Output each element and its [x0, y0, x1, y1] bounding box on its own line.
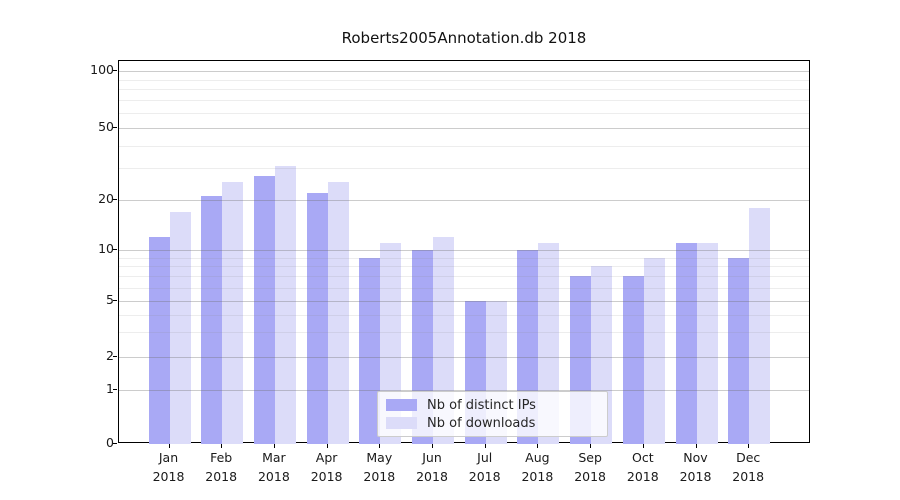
- legend: Nb of distinct IPs Nb of downloads: [377, 391, 608, 437]
- y-tick: [113, 443, 117, 444]
- y-tick-label: 10: [98, 241, 114, 256]
- bar-oct-downloads: [643, 257, 665, 444]
- y-tick: [113, 249, 117, 250]
- x-tick-label: Sep 2018: [574, 450, 606, 484]
- bar-jan-downloads: [169, 211, 191, 444]
- x-tick: [326, 444, 328, 448]
- gridline-minor: [119, 145, 809, 147]
- bar-feb-downloads: [222, 182, 244, 444]
- x-tick-label: Apr 2018: [310, 450, 343, 484]
- bar-jan-distinct-ips: [148, 236, 170, 444]
- y-tick-label: 5: [106, 292, 114, 307]
- bar-dec-downloads: [749, 207, 771, 444]
- bar-may-distinct-ips: [359, 257, 381, 444]
- x-tick: [484, 444, 486, 448]
- x-tick: [642, 444, 644, 448]
- gridline-minor: [119, 100, 809, 102]
- legend-swatch-distinct-ips: [386, 399, 417, 411]
- x-tick: [590, 444, 592, 448]
- x-tick-label: Jan 2018: [152, 450, 185, 484]
- gridline-major: [119, 128, 809, 129]
- y-tick: [113, 127, 117, 128]
- legend-label: Nb of downloads: [427, 415, 536, 431]
- y-tick: [113, 199, 117, 200]
- y-tick-label: 2: [106, 348, 114, 363]
- x-tick-label: Oct 2018: [626, 450, 659, 484]
- legend-label: Nb of distinct IPs: [427, 397, 536, 413]
- y-tick-label: 20: [98, 191, 114, 206]
- y-tick: [113, 300, 117, 301]
- bar-apr-downloads: [327, 182, 349, 444]
- legend-item: Nb of distinct IPs: [386, 398, 599, 413]
- x-tick-label: Jun 2018: [416, 450, 448, 484]
- x-tick-label: Mar 2018: [257, 450, 290, 484]
- x-tick-label: Dec 2018: [732, 450, 765, 484]
- chart-title: Roberts2005Annotation.db 2018: [341, 29, 587, 47]
- legend-swatch-downloads: [386, 417, 417, 429]
- gridline-minor: [119, 168, 809, 170]
- bar-dec-distinct-ips: [728, 257, 750, 444]
- gridline-major: [119, 71, 809, 72]
- x-tick: [379, 444, 381, 448]
- x-tick: [221, 444, 223, 448]
- gridline-minor: [119, 79, 809, 81]
- y-tick-label: 1: [106, 381, 114, 396]
- x-tick-label: Feb 2018: [205, 450, 238, 484]
- x-tick: [748, 444, 750, 448]
- x-tick-label: Jul 2018: [468, 450, 501, 484]
- bar-nov-distinct-ips: [675, 243, 697, 444]
- y-tick-label: 50: [98, 119, 114, 134]
- x-tick-label: May 2018: [363, 450, 396, 484]
- y-tick-label: 100: [90, 62, 114, 77]
- y-tick-label: 0: [106, 435, 114, 450]
- legend-item: Nb of downloads: [386, 416, 599, 431]
- bar-mar-downloads: [274, 165, 296, 444]
- x-tick: [537, 444, 539, 448]
- x-tick: [432, 444, 433, 448]
- gridline-minor: [119, 113, 809, 114]
- y-tick: [113, 70, 117, 71]
- bar-oct-distinct-ips: [622, 276, 644, 444]
- y-tick: [113, 389, 117, 390]
- bar-mar-distinct-ips: [253, 176, 275, 444]
- y-tick: [113, 356, 117, 357]
- x-tick: [273, 444, 275, 448]
- x-tick-label: Nov 2018: [679, 450, 712, 484]
- gridline-minor: [119, 89, 809, 91]
- x-tick: [695, 444, 697, 448]
- bar-feb-distinct-ips: [201, 196, 223, 444]
- bar-apr-distinct-ips: [306, 192, 328, 444]
- plot-area: [118, 60, 810, 444]
- x-tick: [168, 444, 170, 448]
- x-tick-label: Aug 2018: [521, 450, 554, 484]
- bar-nov-downloads: [696, 243, 718, 444]
